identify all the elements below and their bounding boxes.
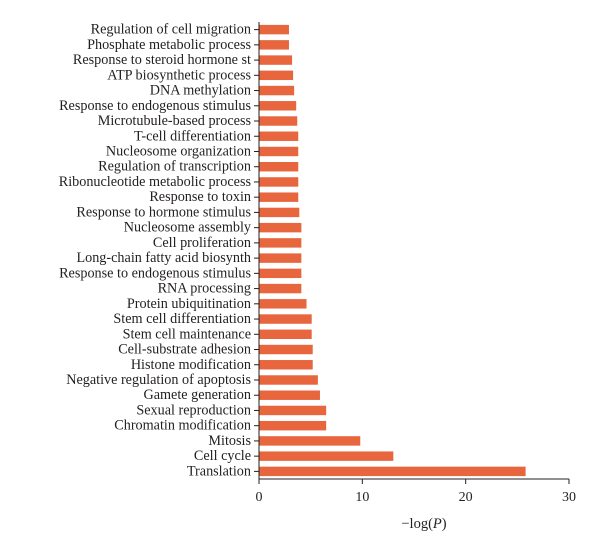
category-label: Regulation of transcription	[98, 159, 251, 175]
bar	[259, 238, 302, 248]
bar	[259, 161, 299, 172]
category-label: Chromatin modification	[114, 418, 251, 434]
bar	[259, 329, 312, 340]
bar	[259, 360, 313, 370]
category-label: Cell-substrate adhesion	[118, 342, 251, 358]
category-label: Gamete generation	[143, 387, 251, 403]
bar	[259, 70, 294, 81]
bar	[259, 283, 302, 294]
category-label: Stem cell differentiation	[113, 311, 251, 327]
bar	[259, 375, 318, 385]
category-label: Long-chain fatty acid biosynth	[76, 250, 251, 266]
category-label: Negative regulation of apoptosis	[66, 372, 251, 388]
category-label: T-cell differentiation	[134, 128, 251, 144]
category-label: Translation	[187, 463, 251, 479]
category-label: Response to hormone stimulus	[76, 204, 251, 220]
category-label: Cell proliferation	[153, 235, 251, 251]
x-axis-title: −log(P)	[401, 516, 446, 532]
category-label: Regulation of cell migration	[91, 22, 251, 38]
x-axis-title-main: −log(	[401, 516, 433, 532]
bar	[259, 451, 394, 461]
category-label: Nucleosome organization	[106, 143, 251, 159]
x-tick-label: 10	[355, 490, 369, 505]
category-label: Response to toxin	[149, 189, 251, 205]
bar	[259, 146, 299, 157]
bar	[259, 55, 293, 65]
category-label: Response to endogenous stimulus	[59, 98, 251, 114]
x-axis-title-close: )	[442, 516, 447, 532]
category-label: Mitosis	[208, 433, 251, 449]
bar	[259, 314, 312, 324]
category-label: Histone modification	[131, 357, 251, 373]
bar	[259, 40, 289, 50]
category-label: Cell cycle	[194, 448, 251, 464]
bar	[259, 192, 299, 202]
bar	[259, 436, 361, 446]
category-label: Microtubule-based process	[98, 113, 252, 129]
category-label: Nucleosome assembly	[124, 220, 252, 236]
x-axis-title-italic: P	[432, 516, 442, 532]
bar	[259, 299, 307, 309]
bar	[259, 268, 302, 279]
x-ticks-group: 0 10 20 30	[256, 479, 576, 505]
category-label: Protein ubiquitination	[127, 296, 251, 312]
bar	[259, 405, 327, 416]
category-label: Sexual reproduction	[136, 402, 251, 418]
bar	[259, 253, 302, 263]
x-tick-label: 20	[459, 490, 473, 505]
bars-group	[259, 24, 526, 477]
category-label: Phosphate metabolic process	[87, 37, 251, 53]
bar	[259, 344, 313, 355]
bar	[259, 390, 320, 400]
category-label: RNA processing	[158, 281, 251, 297]
bar	[259, 116, 298, 126]
bar	[259, 24, 289, 35]
bar	[259, 420, 327, 431]
bar	[259, 131, 299, 141]
category-label: DNA methylation	[150, 83, 251, 99]
bar	[259, 85, 295, 96]
category-label: ATP biosynthetic process	[107, 67, 251, 83]
category-label: Response to steroid hormone st	[73, 52, 251, 68]
bar	[259, 466, 526, 477]
bar	[259, 101, 297, 111]
category-label: Stem cell maintenance	[123, 326, 251, 342]
x-tick-label: 0	[256, 490, 263, 505]
bar	[259, 207, 300, 218]
bar	[259, 222, 302, 233]
category-label: Response to endogenous stimulus	[59, 265, 251, 281]
bar	[259, 177, 299, 187]
x-tick-label: 30	[562, 490, 576, 505]
category-label: Ribonucleotide metabolic process	[59, 174, 252, 190]
